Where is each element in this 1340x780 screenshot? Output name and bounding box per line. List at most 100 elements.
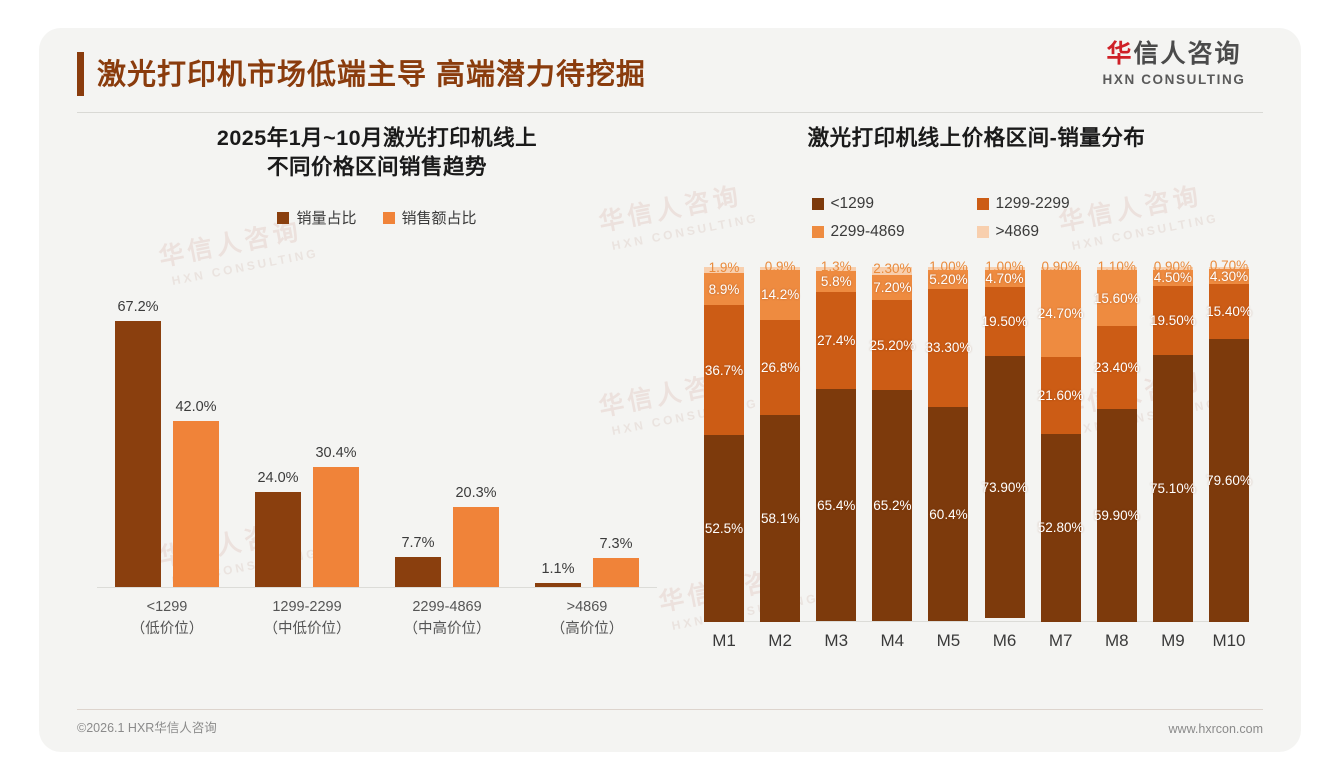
stack-segment[interactable]: 1.10%	[1096, 259, 1137, 274]
stack-segment[interactable]: 36.7%	[704, 304, 744, 436]
stack-segment[interactable]: 59.90%	[1094, 408, 1140, 622]
stacked-bar-column[interactable]: 1.10% 15.60% 23.40% 59.90%	[1094, 259, 1140, 622]
bar-column[interactable]: 67.2%	[115, 258, 161, 588]
stacked-bar-column[interactable]: 1.00% 4.70% 19.50% 73.90%	[981, 259, 1028, 622]
legend-label: 2299-4869	[830, 222, 905, 240]
bar-column[interactable]: 42.0%	[173, 258, 219, 588]
legend-item-3[interactable]: >4869	[976, 223, 1142, 241]
stack-segment[interactable]: 73.90%	[981, 356, 1028, 619]
stacked-bar-column[interactable]: 0.9% 14.2% 26.8% 58.1%	[760, 259, 801, 622]
stack-segment[interactable]: 5.8%	[816, 271, 857, 292]
bar-value-label: 1.1%	[541, 560, 575, 577]
x-tick-main: <1299	[146, 599, 188, 616]
x-tick: 2299-4869 （中高价位）	[377, 597, 517, 641]
x-tick: M6	[992, 630, 1017, 650]
bar-column[interactable]: 7.3%	[593, 258, 639, 588]
stack-segment[interactable]: 5.20%	[928, 270, 969, 289]
legend-item-2[interactable]: 2299-4869	[811, 222, 977, 241]
stack-segment[interactable]: 15.60%	[1094, 270, 1140, 326]
legend-item-0[interactable]: <1299	[811, 194, 977, 213]
stack-segment[interactable]: 79.60%	[1206, 338, 1252, 622]
bar[interactable]	[115, 321, 161, 588]
bar[interactable]	[535, 582, 581, 588]
stack-segment[interactable]: 8.9%	[704, 273, 744, 305]
stacked-bar-column[interactable]: 1.00% 5.20% 33.30% 60.4%	[926, 259, 971, 622]
stack-segment[interactable]: 19.50%	[1150, 285, 1196, 355]
left-chart-title-line1: 2025年1月~10月激光打印机线上	[216, 126, 538, 150]
stacked-bar-column[interactable]: 1.3% 5.8% 27.4% 65.4%	[816, 259, 857, 622]
legend-item-1[interactable]: 1299-2299	[976, 195, 1142, 213]
segment-value-label: 65.4%	[817, 497, 856, 513]
stack-segment[interactable]: 25.20%	[869, 300, 915, 390]
stack-segment[interactable]: 15.40%	[1206, 284, 1252, 339]
bar-column[interactable]: 1.1%	[535, 258, 581, 588]
bar[interactable]	[593, 558, 639, 588]
x-tick-main: 2299-4869	[412, 599, 482, 616]
stack-segment[interactable]: 75.10%	[1150, 354, 1196, 622]
bar-column[interactable]: 30.4%	[313, 258, 359, 588]
bar-value-label: 67.2%	[117, 299, 159, 316]
legend-item-0[interactable]: 销量占比	[277, 207, 357, 228]
stacked-bar-column[interactable]: 0.90% 24.70% 21.60% 52.80%	[1038, 259, 1084, 622]
stack-segment[interactable]: 26.8%	[760, 320, 801, 416]
footer-website: www.hxrcon.com	[1168, 722, 1263, 736]
stack-segment[interactable]: 2.30%	[872, 261, 913, 276]
stacked-bar-column[interactable]: 0.70% 4.30% 15.40% 79.60%	[1206, 258, 1252, 622]
stacked-bar-column[interactable]: 2.30% 7.20% 25.20% 65.2%	[869, 261, 915, 622]
left-axis-baseline	[97, 587, 657, 589]
stack-segment[interactable]: 33.30%	[926, 288, 971, 407]
legend-label: <1299	[830, 194, 875, 212]
segment-value-label: 1.3%	[820, 259, 852, 275]
stack-segment[interactable]: 14.2%	[760, 269, 801, 321]
stacked-bar-column[interactable]: 0.90% 4.50% 19.50% 75.10%	[1150, 259, 1196, 622]
bar[interactable]	[255, 492, 301, 588]
stack-segment[interactable]: 65.2%	[872, 389, 913, 622]
stack-segment[interactable]: 23.40%	[1094, 325, 1140, 409]
stack-segment[interactable]: 58.1%	[760, 415, 801, 622]
x-tick: 1299-2299 （中低价位）	[237, 597, 377, 641]
stack-segment[interactable]: 21.60%	[1038, 357, 1084, 435]
stack-segment[interactable]: 52.80%	[1038, 434, 1084, 622]
segment-value-label: 2.30%	[873, 261, 912, 277]
logo-english-text: HXN CONSULTING	[1102, 71, 1246, 87]
segment-value-label: 33.30%	[925, 340, 972, 356]
right-chart-panel: 激光打印机线上价格区间-销量分布 <1299 1299-2299 2299-4869…	[689, 124, 1264, 651]
x-tick: M8	[1104, 630, 1129, 650]
stack-segment[interactable]: 1.00%	[984, 259, 1025, 274]
stack-segment[interactable]: 27.4%	[816, 291, 857, 390]
stack-segment[interactable]: 4.30%	[1208, 269, 1249, 285]
legend-item-1[interactable]: 销售额占比	[382, 207, 477, 228]
stack-segment[interactable]: 1.00%	[928, 259, 969, 274]
bar-column[interactable]: 7.7%	[395, 258, 441, 588]
bar[interactable]	[313, 466, 359, 588]
stack-segment[interactable]: 65.4%	[816, 389, 857, 622]
legend-swatch	[976, 225, 989, 238]
stack-segment[interactable]: 4.50%	[1152, 269, 1193, 286]
stacked-bar-column[interactable]: 1.9% 8.9% 36.7% 52.5%	[704, 260, 744, 622]
bar[interactable]	[453, 506, 499, 588]
segment-value-label: 73.90%	[981, 479, 1028, 495]
segment-value-label: 4.50%	[1153, 270, 1193, 286]
stack-segment[interactable]: 24.70%	[1038, 269, 1084, 358]
left-chart-title-line2: 不同价格区间销售趋势	[266, 154, 487, 179]
bar-column[interactable]: 24.0%	[255, 258, 301, 588]
grouped-bar-chart: 67.2% 42.0% 24.0% 30.4% 7.7% 20.3% 1.1% 7.3%	[97, 258, 657, 589]
stack-segment[interactable]: 60.4%	[928, 406, 969, 622]
right-chart-legend: <1299 1299-2299 2299-4869 >4869	[811, 194, 1142, 241]
legend-label: 销售额占比	[401, 210, 477, 228]
segment-value-label: 58.1%	[760, 510, 800, 526]
bar-group: 67.2% 42.0%	[97, 258, 237, 588]
stack-segment[interactable]: 1.3%	[816, 259, 857, 274]
stack-segment[interactable]: 19.50%	[982, 286, 1027, 357]
bar[interactable]	[395, 556, 441, 588]
stack-segment[interactable]: 1.9%	[704, 260, 744, 275]
stack-segment[interactable]: 4.70%	[984, 270, 1025, 287]
segment-value-label: 79.60%	[1206, 472, 1252, 488]
x-tick-sub: （高价位）	[550, 620, 624, 637]
stack-segment[interactable]: 52.5%	[704, 435, 744, 622]
segment-value-label: 26.8%	[760, 360, 800, 376]
bar-column[interactable]: 20.3%	[453, 258, 499, 588]
bar[interactable]	[173, 420, 219, 588]
stack-segment[interactable]: 7.20%	[872, 274, 913, 301]
right-axis-baseline	[704, 620, 1249, 622]
